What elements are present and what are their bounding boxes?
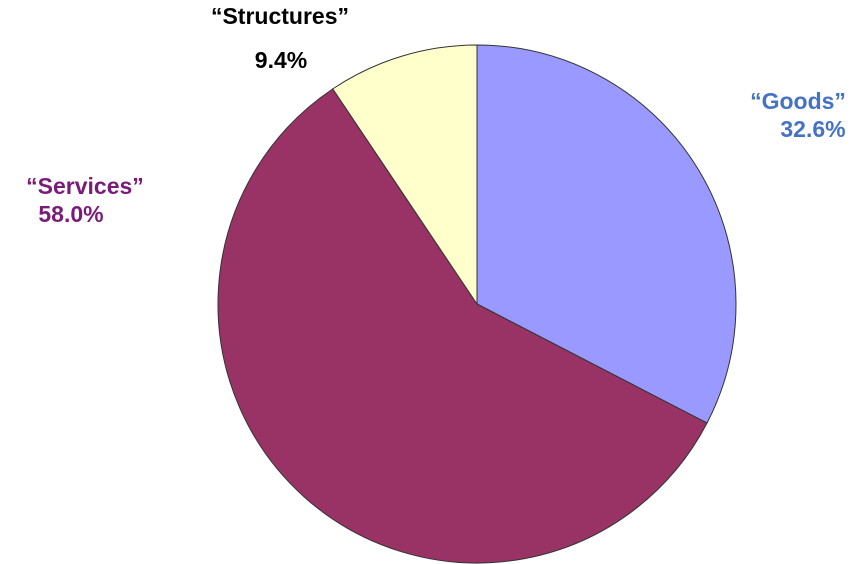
services-label: “Services” 58.0% [0,172,170,228]
goods-label: “Goods” 32.6% [728,87,859,143]
services-percent: 58.0% [38,201,104,227]
structures-percent: 9.4% [254,47,308,73]
structures-slice [332,44,478,306]
pie-slices [217,44,737,564]
goods-percent: 32.6% [780,116,846,142]
services-name: “Services” [26,173,144,199]
goods-slice [476,44,737,424]
structures-label: “Structures” 9.4% [180,2,380,74]
goods-name: “Goods” [750,88,846,114]
structures-name: “Structures” [210,3,350,29]
services-slice [217,88,708,564]
